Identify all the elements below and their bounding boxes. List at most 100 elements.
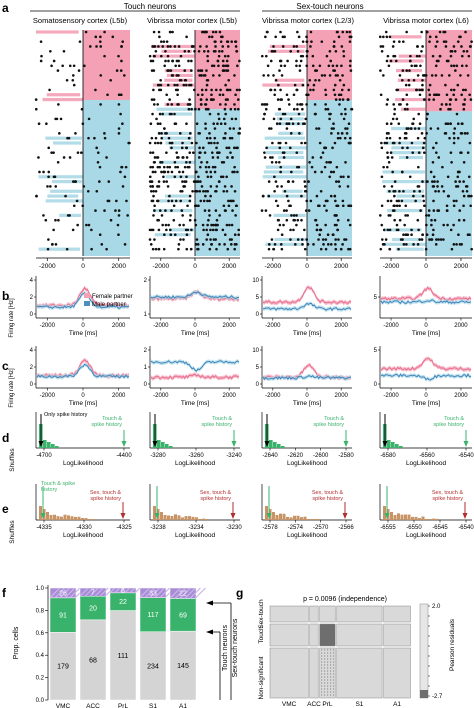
trial-period [274, 78, 305, 82]
spike-dot [162, 165, 166, 169]
spike-dot [80, 151, 83, 154]
spike-dot [150, 180, 154, 183]
spike-dot [194, 243, 198, 246]
spike-dot [447, 107, 450, 111]
mosaic-dot [321, 676, 323, 678]
spike-dot [149, 185, 152, 188]
spike-dot [285, 209, 288, 212]
mosaic-dot [333, 688, 335, 690]
spike-dot [348, 30, 352, 34]
bar-value-label: 6 [121, 588, 125, 595]
spike-dot [411, 151, 415, 154]
spike-dot [379, 45, 383, 48]
spike-dot [166, 165, 169, 169]
spike-dot [401, 98, 405, 101]
spike-dot [380, 204, 384, 208]
spike-dot [393, 180, 397, 183]
spike-dot [292, 228, 295, 232]
spike-dot [417, 165, 420, 169]
x-tick-label: -2578 [262, 525, 278, 531]
spike-dot [335, 223, 338, 227]
spike-dot [293, 218, 297, 222]
spike-dot [468, 233, 471, 236]
spike-dot [200, 161, 203, 164]
spike-dot [289, 204, 292, 208]
spike-dot [233, 103, 236, 106]
legend-male-label: Male partner [92, 302, 126, 308]
mosaic-col-label: VMC [282, 701, 297, 708]
spike-dot [179, 78, 183, 82]
spike-dot [218, 214, 221, 217]
mosaic-dot [327, 694, 329, 696]
spike-dot [168, 112, 172, 116]
spike-dot [182, 185, 185, 188]
spike-dot [166, 103, 170, 106]
histogram-bar [393, 515, 397, 520]
spike-dot [74, 132, 77, 135]
spike-dot [341, 243, 344, 246]
spike-dot [217, 64, 220, 68]
spike-dot [188, 83, 191, 87]
histogram-bar [387, 440, 391, 448]
spike-dot [332, 122, 335, 125]
spike-dot [156, 165, 160, 169]
spike-dot [120, 165, 123, 169]
y-tick-label: 2 [144, 348, 148, 354]
mosaic-cell [319, 623, 336, 647]
spike-dot [184, 78, 188, 82]
spike-dot [431, 161, 435, 164]
spike-dot [287, 122, 291, 125]
rate-line [262, 302, 352, 312]
histogram-bar [163, 515, 167, 520]
spike-dot [206, 223, 209, 227]
y-tick-label: 0 [144, 382, 148, 388]
mosaic-dot [324, 694, 326, 696]
spike-dot [334, 247, 338, 251]
trial-period [158, 160, 195, 164]
column-title-4: Vibrissa motor cortex (L6) [383, 16, 469, 25]
spike-dot [166, 45, 170, 48]
spike-dot [115, 69, 119, 72]
mosaic-dot [324, 670, 326, 672]
mosaic-dot [321, 682, 323, 684]
spike-dot [383, 243, 386, 246]
spike-dot [401, 170, 404, 174]
spike-dot [229, 199, 232, 203]
spike-dot [348, 136, 352, 140]
spike-dot [162, 180, 166, 183]
spike-dot [95, 189, 99, 193]
category-label: VMC [56, 703, 71, 708]
spike-dot [317, 238, 320, 241]
spike-dot [298, 64, 302, 68]
spike-dot [380, 238, 384, 241]
spike-dot [467, 54, 471, 58]
spike-dot [431, 54, 435, 58]
x-axis-label: Time [ms] [412, 400, 440, 407]
mosaic-dot [333, 694, 335, 696]
spike-dot [327, 64, 331, 68]
spike-dot [465, 189, 469, 193]
spike-dot [224, 103, 227, 106]
panel-letter-a: a [2, 1, 9, 15]
spike-dot [272, 117, 276, 121]
spike-dot [94, 88, 97, 92]
histogram-bar [169, 446, 173, 448]
x-tick-label: -4330 [76, 525, 92, 531]
spike-dot [158, 112, 162, 116]
spike-dot [221, 93, 225, 97]
f-annot-touch: Touch neurons [222, 625, 229, 671]
confidence-band [381, 356, 471, 372]
spike-dot [219, 122, 223, 125]
spike-dot [282, 156, 286, 159]
mosaic-dot [330, 691, 332, 693]
spike-dot [338, 78, 342, 82]
spike-dot [287, 199, 290, 203]
spike-dot [199, 199, 203, 203]
spike-dot [167, 59, 170, 63]
x-tick-label: 0 [81, 393, 85, 399]
bar-value-label: 22 [119, 599, 127, 606]
spike-dot [448, 136, 451, 140]
spike-dot [157, 228, 161, 232]
